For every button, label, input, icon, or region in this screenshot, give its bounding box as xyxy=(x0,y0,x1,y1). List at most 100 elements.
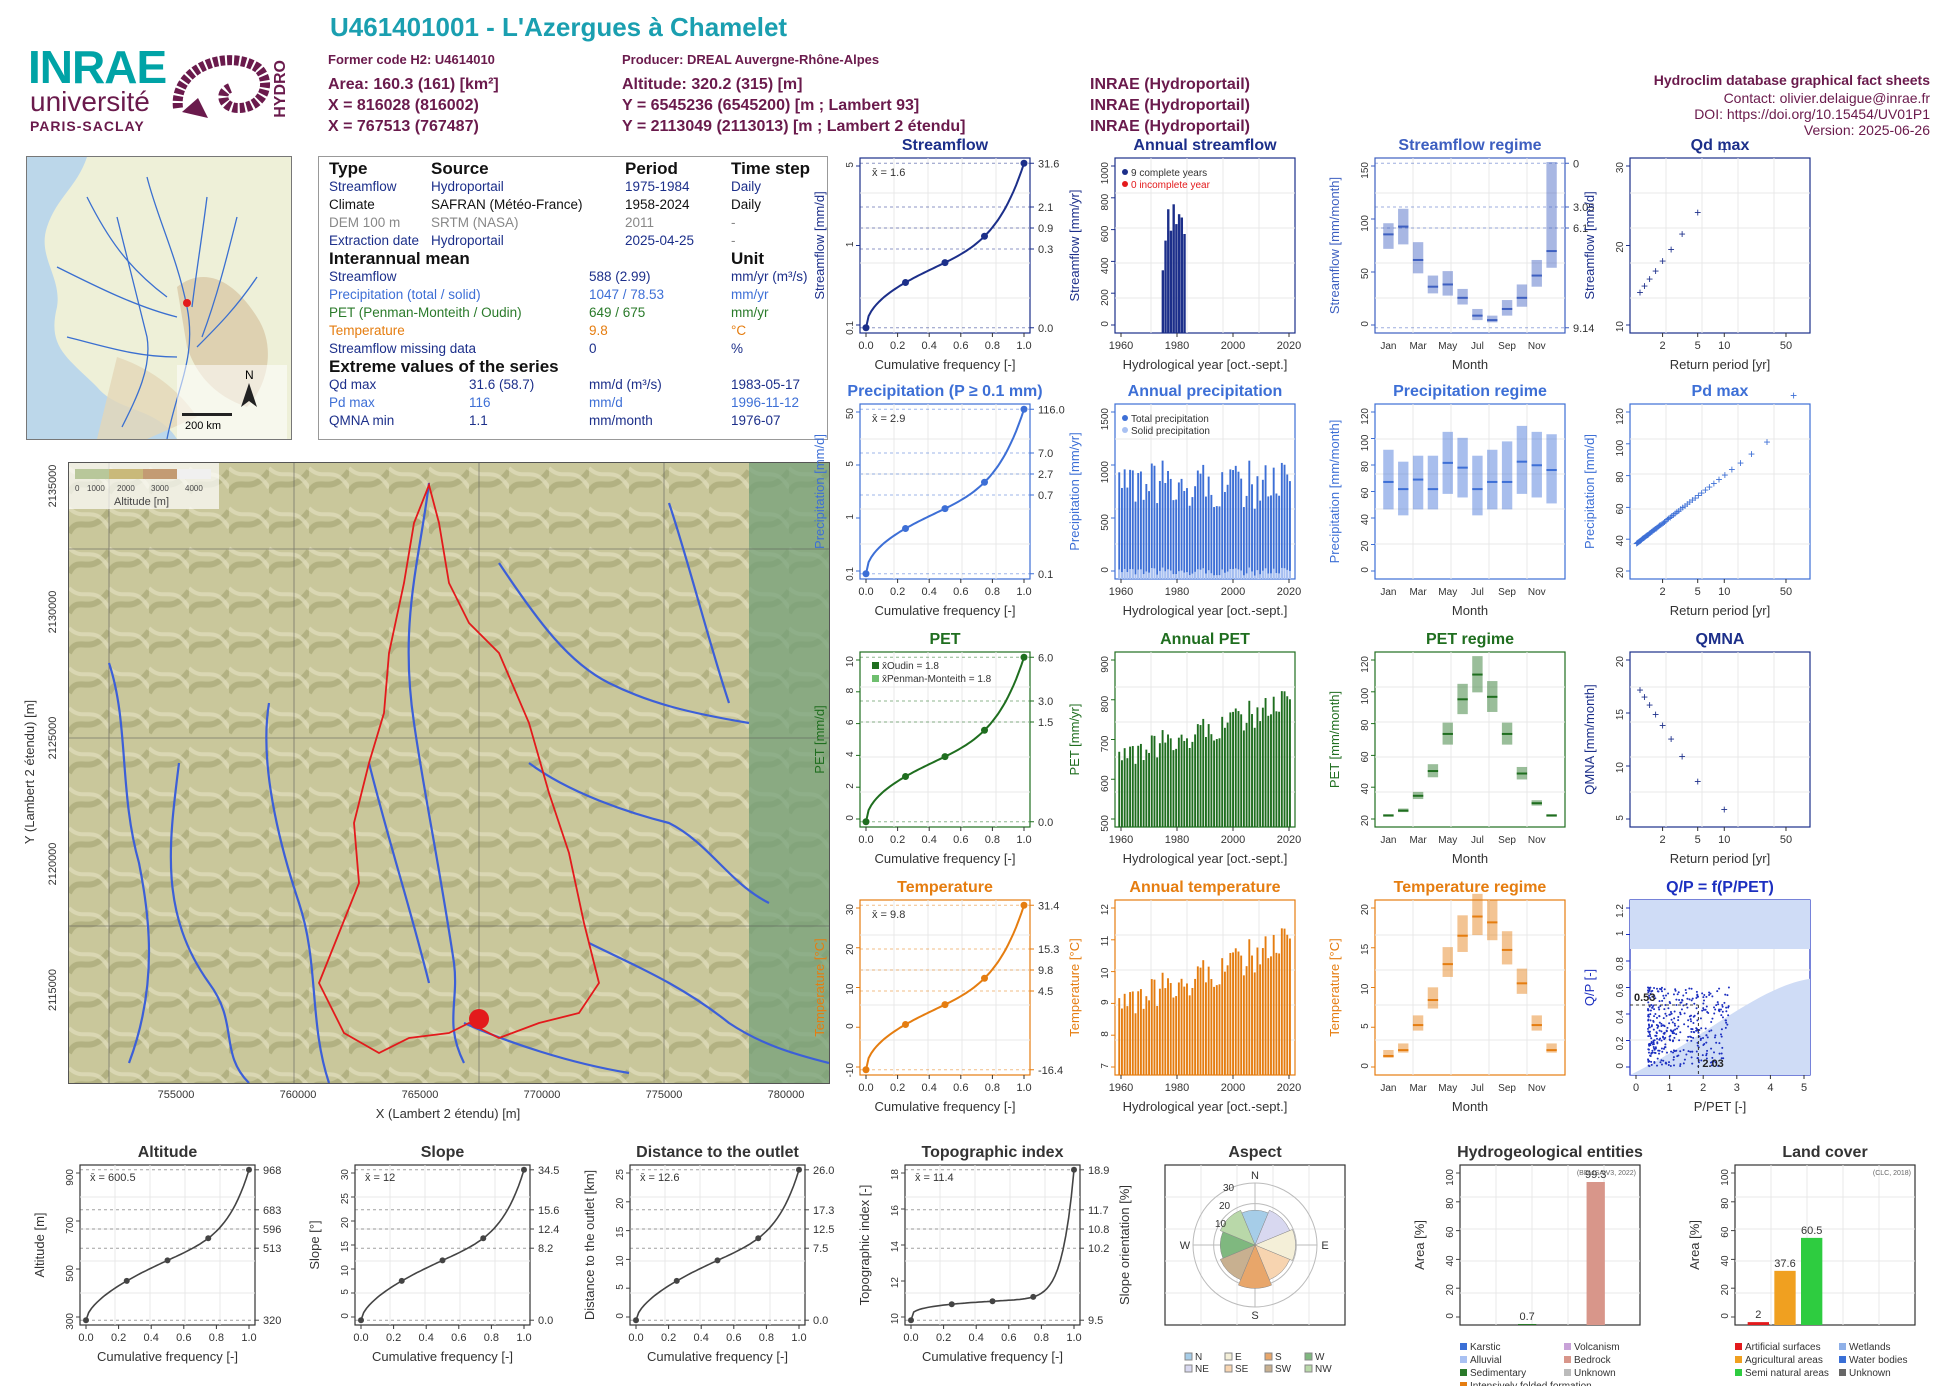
y-tick-label: 20 xyxy=(340,1217,351,1229)
x-axis-label: Cumulative frequency [-] xyxy=(97,1349,238,1364)
scatter-point: + xyxy=(1635,535,1642,549)
scatter-point xyxy=(1662,1017,1665,1020)
y-axis-label: Precipitation [mm/d] xyxy=(812,434,827,549)
cumulative-curve xyxy=(910,1169,1075,1321)
bar-solid xyxy=(1123,568,1126,579)
right-tick-label: 2.1 xyxy=(1038,202,1053,214)
bar xyxy=(1223,491,1226,579)
scatter-point xyxy=(1720,1028,1723,1031)
right-tick-label: 0.0 xyxy=(813,1315,828,1327)
scatter-point xyxy=(1650,1042,1653,1045)
scatter-point xyxy=(1666,1026,1669,1029)
bar xyxy=(1194,486,1197,579)
bar xyxy=(1237,951,1240,1075)
scatter-point xyxy=(1647,1013,1650,1016)
contact: Contact: olivier.delaigue@inrae.fr xyxy=(1723,90,1930,106)
scale-bar xyxy=(182,413,232,416)
y-tick-label: 40 xyxy=(1445,1255,1456,1267)
scatter-point xyxy=(1727,1005,1730,1008)
quantile-point xyxy=(480,1235,487,1242)
scatter-point xyxy=(1673,1064,1676,1067)
scatter-point xyxy=(1654,1047,1657,1050)
scatter-point xyxy=(1688,987,1691,990)
chart-topo: 10 12 14 16 18 18.9 11.7 10.8 10.2 9.5 0.0 0.2 0.4 0.… xyxy=(857,1144,1109,1364)
bar xyxy=(1131,746,1134,827)
x-axis-label: Return period [yr] xyxy=(1670,357,1770,372)
right-tick-label: 0.7 xyxy=(1038,490,1053,502)
bar xyxy=(1150,463,1153,579)
bar xyxy=(1210,734,1213,827)
map-x-tick: 775000 xyxy=(646,1089,683,1101)
bar xyxy=(1161,730,1164,827)
x-axis-label: Month xyxy=(1452,357,1488,372)
info-row-type: Streamflow xyxy=(329,179,397,194)
scatter-point xyxy=(1716,990,1719,993)
plot-frame xyxy=(1374,157,1566,334)
map-y-label: Y (Lambert 2 étendu) [m] xyxy=(22,700,37,844)
cumulative-curve xyxy=(635,1169,800,1321)
bar xyxy=(1153,735,1156,827)
bar xyxy=(1278,953,1281,1075)
scatter-point xyxy=(1658,1029,1661,1032)
y-tick-label: 25 xyxy=(615,1169,626,1181)
bar-solid xyxy=(1261,570,1264,579)
right-tick-label: 10.2 xyxy=(1088,1243,1109,1255)
scatter-point xyxy=(1660,1030,1663,1033)
bar xyxy=(1177,982,1180,1075)
quantile-point xyxy=(358,1317,364,1324)
bar-solid xyxy=(1175,574,1178,579)
bar xyxy=(1191,497,1194,579)
right-tick-label: 12.4 xyxy=(538,1224,559,1236)
scatter-point xyxy=(1650,1063,1653,1066)
scatter-point xyxy=(1669,1029,1672,1032)
scatter-point xyxy=(1654,1052,1657,1055)
scatter-point xyxy=(1695,1007,1698,1010)
legend-swatch xyxy=(1460,1343,1467,1350)
x-tick-label: 2000 xyxy=(1221,586,1245,598)
x-tick-label: 0.0 xyxy=(858,834,873,846)
right-tick-label: 0.0 xyxy=(1038,323,1053,335)
scatter-point: + xyxy=(1659,719,1666,733)
regime-box xyxy=(1501,441,1513,510)
doi-link[interactable]: DOI: https://doi.org/10.15454/UV01P1 xyxy=(1694,106,1930,122)
quantile-point xyxy=(796,1166,802,1173)
y-tick-label: 40 xyxy=(1360,514,1371,526)
legend-swatch xyxy=(1564,1356,1571,1363)
bar-solid xyxy=(1202,568,1205,579)
bar xyxy=(1186,488,1188,579)
scatter-point xyxy=(1715,1041,1718,1044)
x-tick-label: 0.4 xyxy=(922,834,937,846)
x-axis-label: Cumulative frequency [-] xyxy=(875,851,1016,866)
bar-solid xyxy=(1226,571,1229,579)
chart-plot-area: 20 40 60 80 100 120 Jan Mar May Jul Sep Nov xyxy=(1360,651,1566,846)
x-tick-label: 1980 xyxy=(1165,586,1189,598)
y-tick-label: 0.1 xyxy=(845,567,856,581)
legend-entry: W xyxy=(1315,1352,1325,1363)
scatter-point xyxy=(1680,1008,1683,1011)
plot-frame xyxy=(859,157,1031,334)
chart-temperature_regime: 0 5 10 15 20 Jan Mar May Jul Sep Nov Temperature re… xyxy=(1327,879,1566,1114)
y-tick-label: 80 xyxy=(1720,1197,1731,1209)
bar xyxy=(1264,465,1267,579)
quantile-point xyxy=(989,1298,996,1305)
x-tick-label: 5 xyxy=(1695,340,1701,352)
bar xyxy=(1175,748,1178,827)
bar xyxy=(1121,760,1123,827)
y-axis-label: Streamflow [mm/yr] xyxy=(1067,190,1082,302)
right-tick-label: 7.0 xyxy=(1038,448,1053,460)
y-tick-label: 15 xyxy=(1615,709,1626,721)
scatter-point xyxy=(1660,1059,1663,1062)
legend-swatch xyxy=(1564,1343,1571,1350)
legend-swatch xyxy=(1184,1352,1193,1361)
bar xyxy=(1207,476,1210,579)
right-tick-label: 0.3 xyxy=(1038,244,1053,256)
bar xyxy=(1261,948,1264,1075)
scatter-point xyxy=(1659,1037,1662,1040)
scatter-point: + xyxy=(1721,803,1728,817)
bar-solid xyxy=(1272,568,1275,579)
y-tick-label: 0 xyxy=(1100,321,1111,327)
x-tick-label: 1960 xyxy=(1109,1082,1133,1094)
y-axis-label: Temperature [°C] xyxy=(1067,938,1082,1036)
scatter-point xyxy=(1689,1050,1692,1053)
